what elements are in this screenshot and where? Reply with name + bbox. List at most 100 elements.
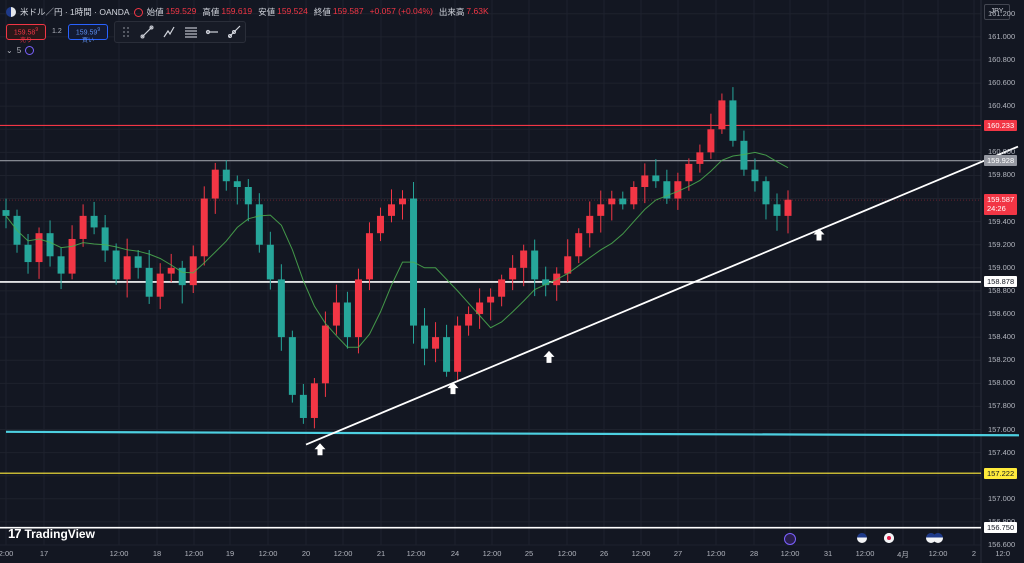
jp-event-icon[interactable] <box>884 533 894 543</box>
time-tick-label: 12:00 <box>184 549 204 558</box>
price-tick-label: 159.200 <box>988 239 1016 249</box>
price-tick-label: 159.000 <box>988 262 1016 272</box>
price-tick-label: 161.200 <box>988 8 1016 18</box>
status-dot-icon <box>133 7 143 17</box>
level-price-badge: 158.878 <box>984 276 1018 288</box>
tradingview-logo: 17 TradingView <box>8 526 95 541</box>
candle-body <box>531 250 539 280</box>
logo-text: TradingView <box>24 526 95 541</box>
candle-body <box>564 256 572 274</box>
buy-button[interactable]: 159.599 買い <box>68 24 108 44</box>
candle-body <box>376 215 384 234</box>
candle-body <box>332 302 340 326</box>
candle-body <box>751 169 759 182</box>
candle-body <box>145 267 153 297</box>
candle-body <box>79 215 87 239</box>
us-event-icon-2[interactable] <box>926 533 936 543</box>
low-value: 159.524 <box>277 6 308 16</box>
chevron-down-icon[interactable]: ⌄ <box>6 46 13 55</box>
time-tick-label: 12:00 <box>258 549 278 558</box>
drawing-toolbar <box>114 21 246 43</box>
sell-price-sup: 9 <box>35 27 39 33</box>
tradingview-mark-icon: 17 <box>8 526 22 541</box>
candle-body <box>211 169 219 199</box>
time-tick-label: 27 <box>673 549 683 558</box>
last-price-value: 159.587 <box>987 195 1015 205</box>
drag-handle-icon[interactable] <box>119 25 133 39</box>
candle-body <box>399 198 407 205</box>
candle-body <box>773 204 781 216</box>
open-label: 始値 <box>146 7 164 17</box>
candle-body <box>46 233 54 257</box>
candle-body <box>707 129 715 153</box>
ray-tool-icon[interactable] <box>227 25 241 39</box>
candle-body <box>343 302 351 338</box>
open-value: 159.529 <box>165 6 197 16</box>
candle-body <box>432 337 440 349</box>
candle-body <box>685 163 693 182</box>
candle-body <box>90 215 98 228</box>
fib-tool-icon[interactable] <box>184 25 198 39</box>
candle-body <box>498 279 506 297</box>
price-tick-label: 158.800 <box>988 285 1016 295</box>
candle-body <box>597 204 605 216</box>
candle-body <box>762 181 770 205</box>
time-tick-label: 2 <box>971 549 977 558</box>
cyan-support-line[interactable] <box>5 430 1020 437</box>
up-arrow-icon <box>447 382 459 395</box>
candle-body <box>2 210 10 216</box>
time-tick-label: 12:00 <box>482 549 502 558</box>
indicator-row[interactable]: ⌄ 5 <box>6 46 35 55</box>
candle-body <box>674 181 682 199</box>
currency-selector[interactable]: JPY <box>984 4 1010 20</box>
candle-body <box>387 204 395 216</box>
close-label: 終値 <box>313 7 331 17</box>
candle-body <box>421 325 429 349</box>
candle-body <box>167 267 175 274</box>
candle-body <box>200 198 208 257</box>
price-tick-label: 158.200 <box>988 355 1016 365</box>
candle-body <box>454 325 462 372</box>
trend-line-tool-icon[interactable] <box>140 25 154 39</box>
price-tick-label: 156.600 <box>988 540 1016 549</box>
ascending-trendline[interactable] <box>305 145 1019 446</box>
path-tool-icon[interactable] <box>162 25 176 39</box>
candle-body <box>35 233 43 263</box>
time-tick-label: 18 <box>152 549 162 558</box>
price-tick-label: 158.600 <box>988 309 1016 319</box>
candle-body <box>68 238 76 274</box>
last-price-badge: 159.587 24:26 <box>984 194 1018 216</box>
us-event-icon-3[interactable] <box>933 533 943 543</box>
candle-body <box>586 215 594 234</box>
countdown-value: 24:26 <box>987 204 1006 214</box>
low-label: 安値 <box>258 7 276 17</box>
time-tick-label: 2:00 <box>0 549 14 558</box>
high-value: 159.619 <box>221 6 253 16</box>
price-tick-label: 158.400 <box>988 332 1016 342</box>
candle-body <box>663 181 671 199</box>
candle-body <box>619 198 627 205</box>
up-arrow-icon <box>314 443 326 456</box>
price-tick-label: 160.800 <box>988 54 1016 64</box>
usd-jpy-flag-icon <box>6 7 16 17</box>
candle-body <box>244 187 252 205</box>
sell-button[interactable]: 159.589 売り <box>6 24 46 44</box>
horizontal-ray-tool-icon[interactable] <box>205 25 219 39</box>
change-value: +0.057 (+0.04%) <box>369 6 433 16</box>
candle-body <box>784 199 792 216</box>
symbol-title[interactable]: 米ドル／円 · 1時間 · OANDA <box>20 7 130 17</box>
candle-body <box>222 169 230 182</box>
price-tick-label: 159.400 <box>988 216 1016 226</box>
lightning-event-icon[interactable] <box>784 533 796 545</box>
level-price-badge: 156.750 <box>984 522 1018 534</box>
volume-label: 出来高 <box>438 7 465 17</box>
spread-value: 1.2 <box>52 28 62 35</box>
candle-body <box>487 296 495 303</box>
candle-body <box>740 140 748 170</box>
moving-average-line <box>5 151 789 348</box>
candle-body <box>299 394 307 418</box>
us-event-icon[interactable] <box>857 533 867 543</box>
indicator-icon[interactable] <box>25 46 35 55</box>
candle-body <box>288 337 296 395</box>
